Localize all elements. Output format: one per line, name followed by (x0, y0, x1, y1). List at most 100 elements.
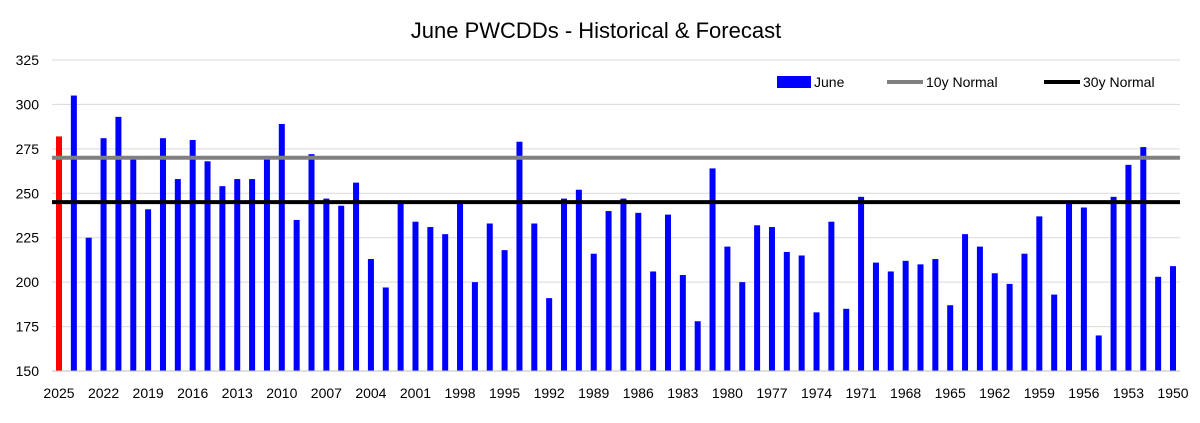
bar-1975 (798, 255, 805, 371)
bar-2018 (159, 138, 166, 371)
y-tick-label: 250 (16, 185, 40, 201)
bar-1993 (531, 223, 538, 371)
bar-2003 (382, 287, 389, 371)
y-tick-label: 325 (16, 52, 40, 68)
bar-1997 (471, 282, 478, 371)
bar-1976 (783, 251, 790, 371)
bar-1963 (976, 246, 983, 371)
x-tick-label: 1953 (1113, 385, 1144, 401)
x-axis: 2025 2022 2019 2016 2013 2010 2007 2004 2001 1998… (43, 370, 1189, 401)
bar-2004 (367, 259, 374, 371)
x-tick-label: 1980 (712, 385, 743, 401)
bar-1965 (947, 305, 954, 371)
x-tick-label: 1962 (979, 385, 1010, 401)
bar-2024 (70, 95, 77, 372)
bar-1968 (902, 260, 909, 371)
x-tick-label: 2004 (355, 385, 386, 401)
bar-1998 (457, 200, 464, 371)
y-tick-label: 200 (16, 274, 40, 290)
x-tick-label: 1956 (1068, 385, 1099, 401)
bar-1999 (442, 234, 449, 371)
bar-1958 (1051, 294, 1058, 371)
bar-1960 (1021, 253, 1028, 371)
bar-1980 (724, 246, 731, 371)
bar-1973 (828, 221, 835, 371)
y-tick-label: 225 (16, 230, 40, 246)
legend-swatch-june (777, 76, 811, 88)
bar-1979 (739, 282, 746, 371)
x-tick-label: 1989 (578, 385, 609, 401)
bar-1982 (694, 321, 701, 371)
y-tick-label: 300 (16, 96, 40, 112)
y-tick-label: 150 (16, 363, 40, 379)
bar-1971 (858, 196, 865, 371)
bar-1989 (590, 253, 597, 371)
bar-2013 (234, 179, 241, 371)
legend-label-10y-normal: 10y Normal (926, 74, 998, 90)
bar-2009 (293, 219, 300, 371)
chart-title: June PWCDDs - Historical & Forecast (411, 18, 781, 43)
bar-1987 (620, 198, 627, 371)
bar-2023 (85, 237, 92, 371)
bar-1996 (486, 223, 493, 371)
bar-2021 (115, 116, 122, 372)
bars (56, 95, 1176, 372)
x-tick-label: 1998 (444, 385, 475, 401)
bar-1954 (1110, 196, 1117, 371)
x-tick-label: 2010 (266, 385, 297, 401)
bar-1967 (917, 264, 924, 371)
bar-1978 (754, 225, 761, 371)
bar-2010 (278, 123, 285, 371)
bar-1969 (887, 271, 894, 371)
bar-1992 (546, 298, 553, 371)
bar-2001 (412, 221, 419, 371)
bar-2012 (249, 179, 256, 371)
bar-1970 (872, 262, 879, 371)
bar-1990 (575, 189, 582, 371)
bar-2019 (145, 209, 152, 371)
y-tick-label: 275 (16, 141, 40, 157)
x-tick-label: 1983 (667, 385, 698, 401)
x-tick-label: 2022 (88, 385, 119, 401)
bar-1974 (813, 312, 820, 371)
bar-1972 (843, 308, 850, 371)
bar-1981 (709, 168, 716, 371)
bar-2016 (189, 139, 196, 371)
bar-1950 (1170, 266, 1176, 371)
bar-1962 (991, 273, 998, 371)
bar-1955 (1095, 335, 1102, 371)
x-tick-label: 2013 (222, 385, 253, 401)
bar-2020 (130, 159, 137, 371)
x-tick-label: 1986 (623, 385, 654, 401)
x-tick-label: 1971 (846, 385, 877, 401)
bar-2017 (174, 179, 181, 371)
x-tick-label: 1995 (489, 385, 520, 401)
bar-2025 (56, 136, 62, 371)
legend-label-30y-normal: 30y Normal (1083, 74, 1155, 90)
bar-1951 (1155, 276, 1162, 371)
x-tick-label: 1992 (534, 385, 565, 401)
bar-2015 (204, 161, 211, 371)
x-tick-label: 1950 (1157, 385, 1188, 401)
x-tick-label: 2007 (311, 385, 342, 401)
bar-1995 (501, 250, 508, 371)
bar-1957 (1066, 203, 1073, 371)
bar-1959 (1036, 216, 1043, 371)
bar-2014 (219, 186, 226, 371)
bar-2002 (397, 200, 404, 371)
bar-2007 (323, 198, 330, 371)
bar-2022 (100, 138, 107, 371)
x-tick-label: 1977 (756, 385, 787, 401)
x-tick-label: 1959 (1024, 385, 1055, 401)
x-tick-label: 2025 (43, 385, 74, 401)
x-tick-label: 1974 (801, 385, 832, 401)
bar-1986 (635, 212, 642, 371)
bar-1984 (664, 214, 671, 371)
bar-1983 (679, 275, 686, 371)
bar-1961 (1006, 283, 1013, 371)
bar-2005 (353, 182, 360, 371)
legend-label-june: June (814, 74, 845, 90)
bar-1988 (605, 211, 612, 371)
bar-2006 (338, 205, 345, 371)
